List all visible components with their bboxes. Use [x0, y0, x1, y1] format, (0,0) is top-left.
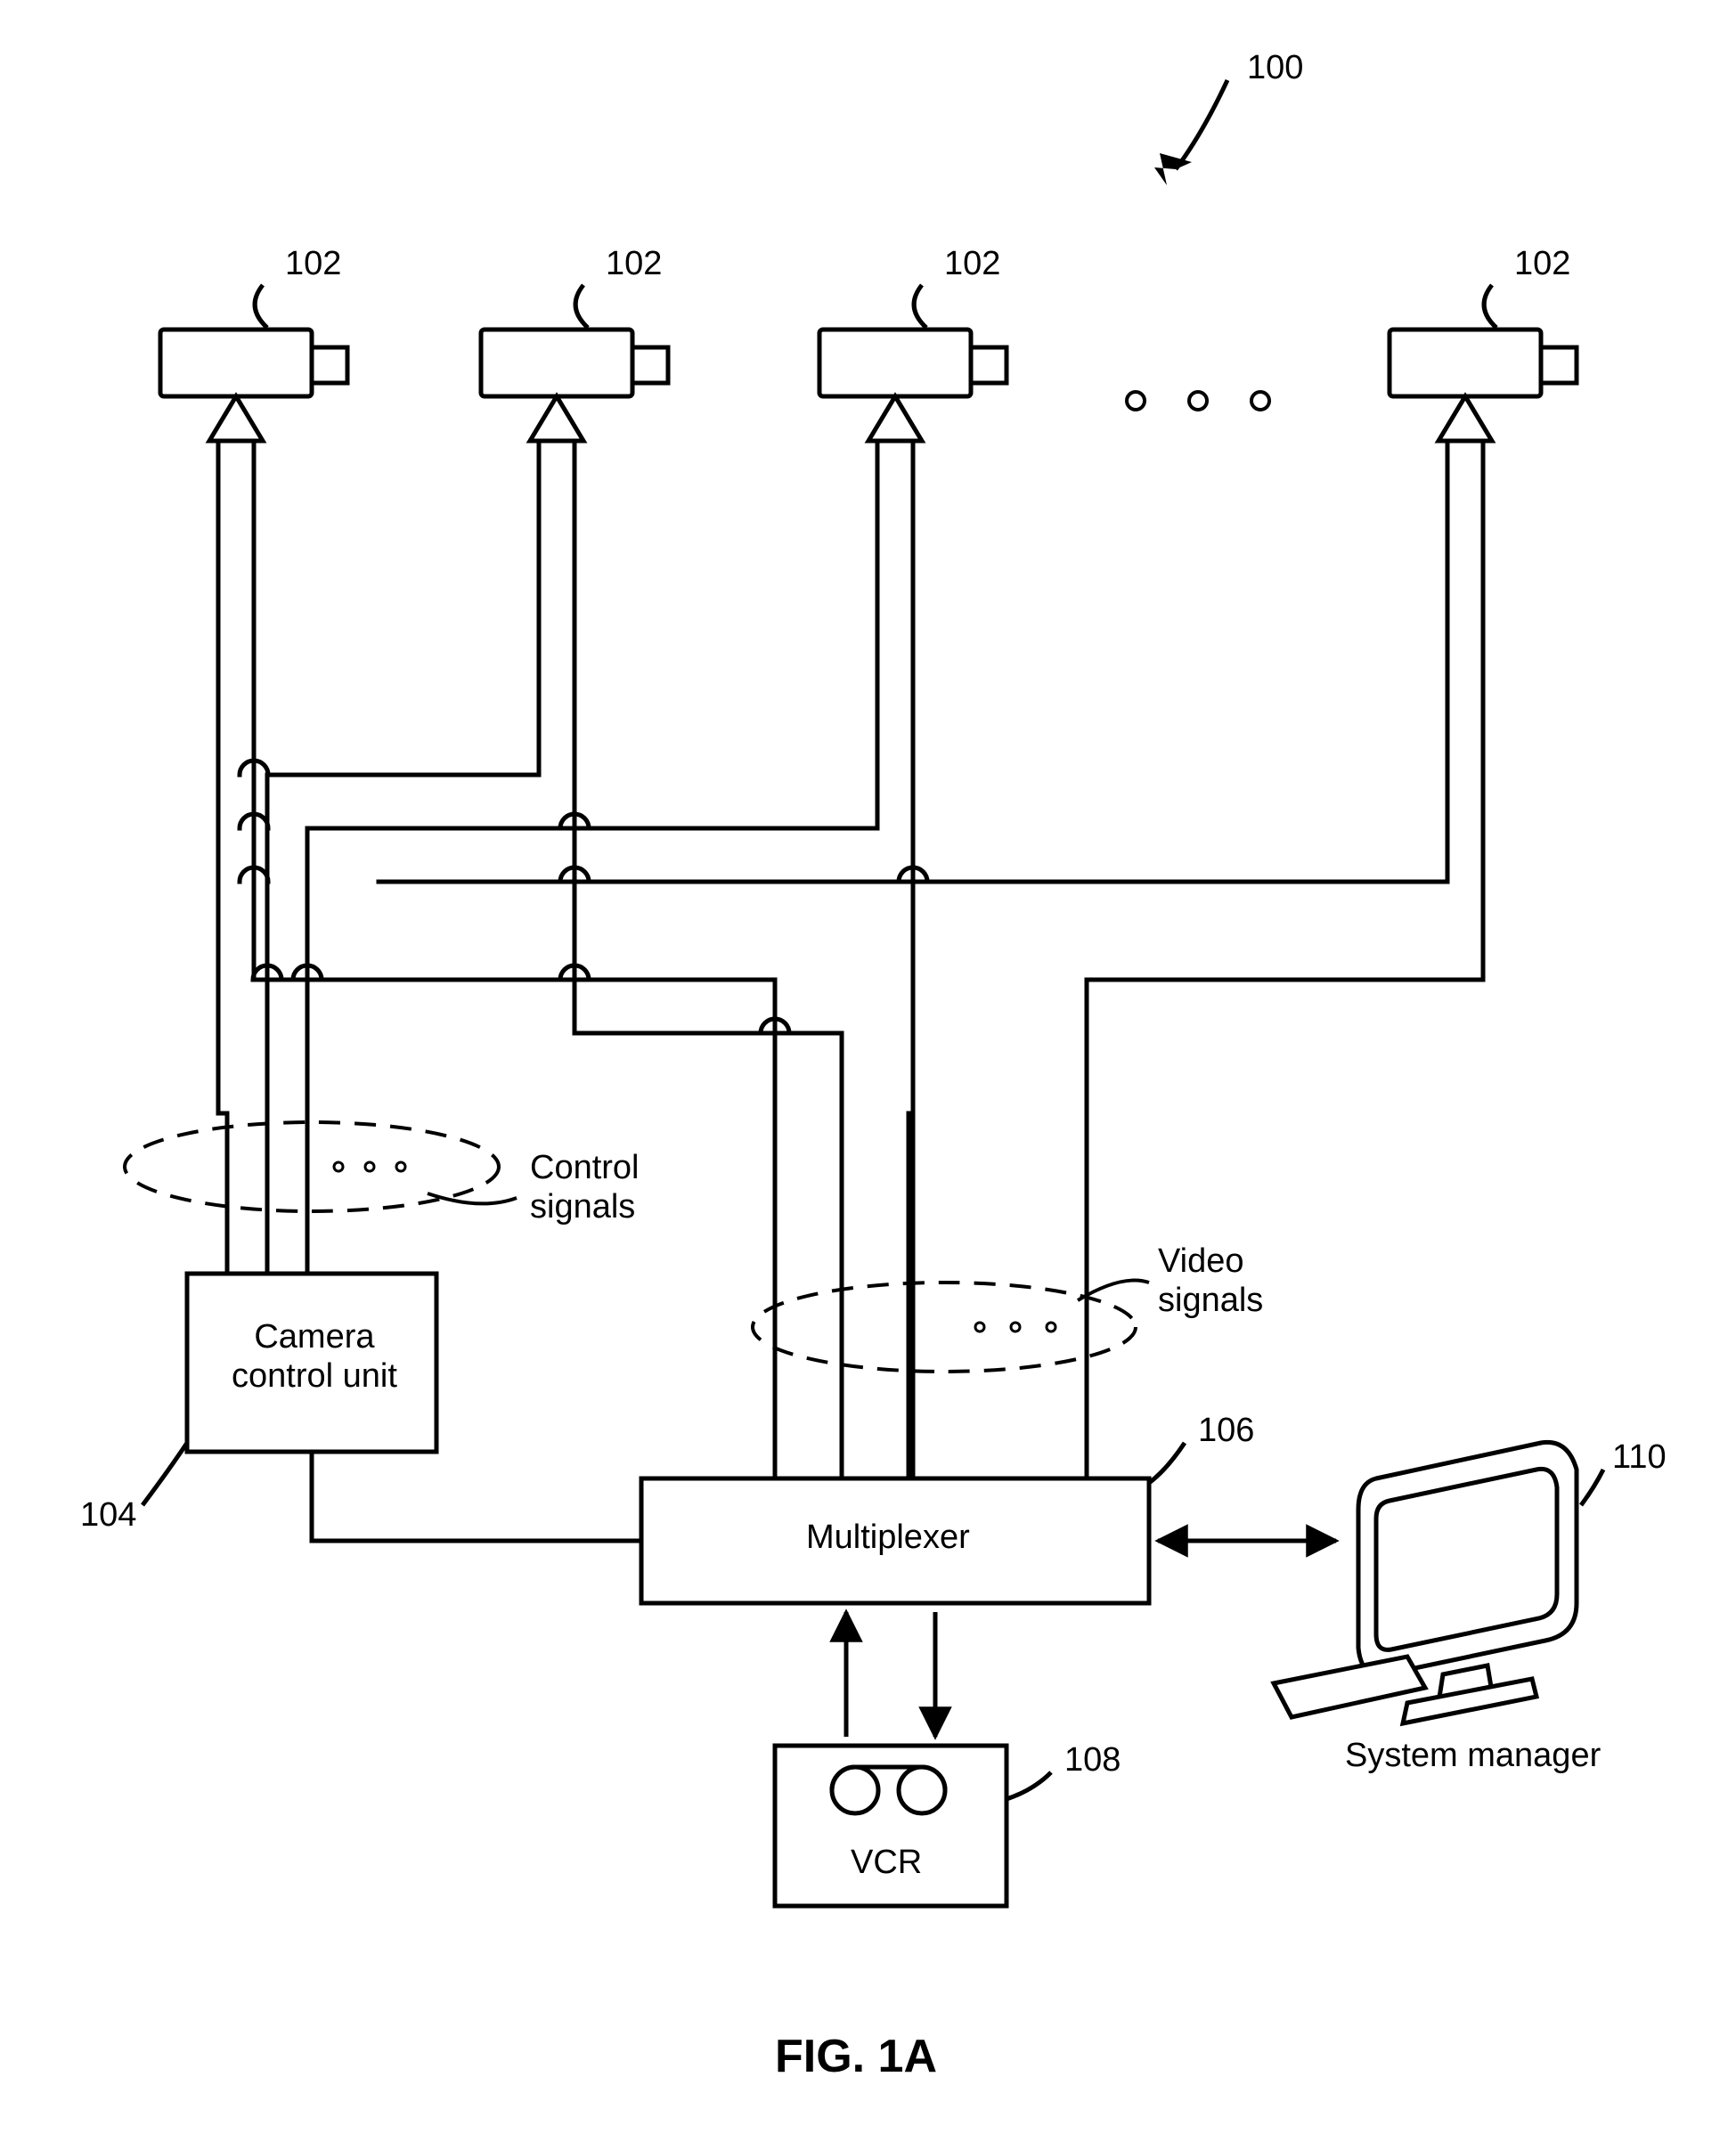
ref-104-leader: [143, 1443, 187, 1505]
camera-icon: [160, 285, 347, 441]
video-ellipse-dots: [975, 1323, 1055, 1332]
control-ellipse-leader: [428, 1193, 517, 1203]
video-signals-ellipse: [753, 1283, 1136, 1372]
system-manager-label: System manager: [1345, 1737, 1601, 1776]
figure-label: FIG. 1A: [775, 2031, 937, 2084]
ccu-to-mux-line: [312, 1452, 641, 1541]
ref-100: 100: [1247, 49, 1303, 88]
control-ellipse-dots: [334, 1162, 405, 1171]
video-signals-label: Video signals: [1158, 1242, 1263, 1320]
ref-106-leader: [1149, 1443, 1185, 1483]
ref-102-a: 102: [285, 245, 341, 284]
ref-110-leader: [1581, 1470, 1603, 1505]
camera-icon: [1390, 285, 1577, 441]
ref-102-d: 102: [1514, 245, 1570, 284]
cameras-ellipsis: [1127, 392, 1269, 410]
vcr-label: VCR: [851, 1844, 922, 1883]
ref-102-c: 102: [944, 245, 1000, 284]
camera-icon: [819, 285, 1007, 441]
diagram-svg: [0, 0, 1736, 2150]
ref-100-leader: [1154, 80, 1227, 185]
ref-102-b: 102: [606, 245, 662, 284]
ref-108-leader: [1007, 1772, 1051, 1799]
ref-106: 106: [1198, 1412, 1254, 1451]
ref-108: 108: [1064, 1741, 1121, 1780]
ccu-label: Camera control unit: [232, 1318, 397, 1396]
camera-icon: [481, 285, 668, 441]
control-signals-label: Control signals: [530, 1149, 640, 1226]
ref-104: 104: [80, 1496, 136, 1535]
system-manager-icon: [1274, 1442, 1577, 1723]
multiplexer-label: Multiplexer: [806, 1519, 970, 1558]
ref-110: 110: [1612, 1438, 1667, 1478]
